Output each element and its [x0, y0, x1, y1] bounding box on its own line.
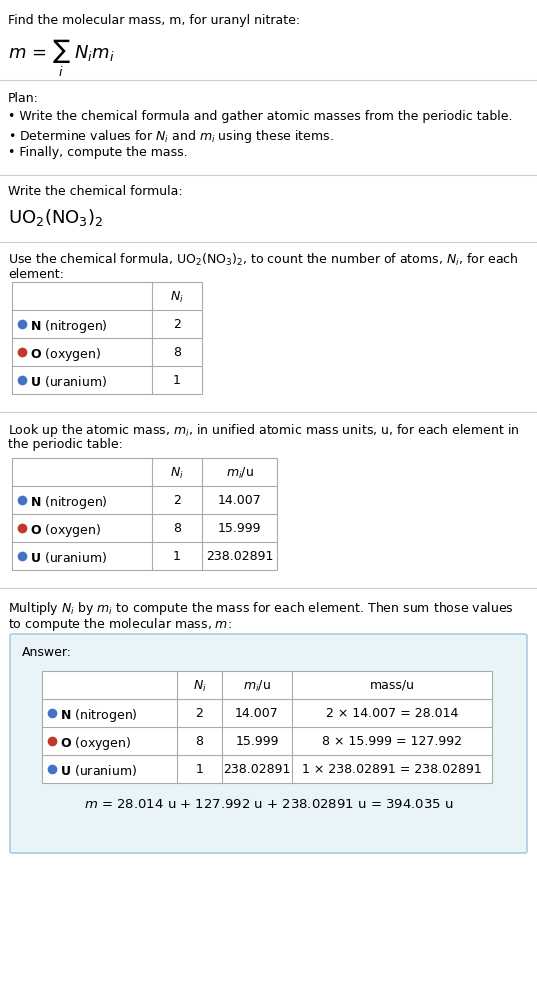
Text: 2 × 14.007 = 28.014: 2 × 14.007 = 28.014 [326, 707, 458, 720]
Text: $N_i$: $N_i$ [170, 466, 184, 481]
Text: 8: 8 [173, 346, 181, 359]
Text: • Finally, compute the mass.: • Finally, compute the mass. [8, 146, 187, 159]
Text: 238.02891: 238.02891 [223, 763, 291, 776]
Text: Answer:: Answer: [22, 646, 72, 659]
Text: mass/u: mass/u [369, 679, 415, 692]
Text: 14.007: 14.007 [217, 494, 262, 507]
FancyBboxPatch shape [10, 634, 527, 853]
Text: Find the molecular mass, m, for uranyl nitrate:: Find the molecular mass, m, for uranyl n… [8, 14, 300, 27]
Text: 1: 1 [195, 763, 204, 776]
Text: Look up the atomic mass, $m_i$, in unified atomic mass units, u, for each elemen: Look up the atomic mass, $m_i$, in unifi… [8, 422, 520, 439]
Text: 8: 8 [173, 522, 181, 535]
Text: • Determine values for $N_i$ and $m_i$ using these items.: • Determine values for $N_i$ and $m_i$ u… [8, 128, 334, 145]
Text: $\bf{O}$ (oxygen): $\bf{O}$ (oxygen) [30, 522, 101, 539]
Text: Plan:: Plan: [8, 92, 39, 105]
Text: Use the chemical formula, $\mathrm{UO_2(NO_3)_2}$, to count the number of atoms,: Use the chemical formula, $\mathrm{UO_2(… [8, 252, 519, 268]
Text: 2: 2 [195, 707, 204, 720]
Text: • Write the chemical formula and gather atomic masses from the periodic table.: • Write the chemical formula and gather … [8, 110, 512, 123]
Text: 14.007: 14.007 [235, 707, 279, 720]
Text: $m_i$/u: $m_i$/u [226, 466, 253, 481]
Text: to compute the molecular mass, $m$:: to compute the molecular mass, $m$: [8, 616, 232, 633]
Text: 1: 1 [173, 374, 181, 387]
Text: $\bf{O}$ (oxygen): $\bf{O}$ (oxygen) [30, 346, 101, 363]
Bar [12, 282, 202, 394]
Text: 238.02891: 238.02891 [206, 550, 273, 563]
Text: 1: 1 [173, 550, 181, 563]
Text: 15.999: 15.999 [235, 735, 279, 748]
Text: $\bf{N}$ (nitrogen): $\bf{N}$ (nitrogen) [30, 494, 108, 511]
Text: $m$ = $\sum_{i}$ $N_i m_i$: $m$ = $\sum_{i}$ $N_i m_i$ [8, 38, 114, 79]
Text: 2: 2 [173, 318, 181, 331]
Text: $\bf{U}$ (uranium): $\bf{U}$ (uranium) [60, 763, 137, 778]
Bar [42, 671, 492, 783]
Text: $\bf{U}$ (uranium): $\bf{U}$ (uranium) [30, 374, 107, 389]
Text: $N_i$: $N_i$ [170, 290, 184, 305]
Text: element:: element: [8, 268, 64, 281]
Text: $\bf{O}$ (oxygen): $\bf{O}$ (oxygen) [60, 735, 131, 752]
Text: $m$ = 28.014 u + 127.992 u + 238.02891 u = 394.035 u: $m$ = 28.014 u + 127.992 u + 238.02891 u… [84, 798, 453, 811]
Text: the periodic table:: the periodic table: [8, 438, 123, 451]
Text: 8 × 15.999 = 127.992: 8 × 15.999 = 127.992 [322, 735, 462, 748]
Text: $\mathrm{UO_2(NO_3)_2}$: $\mathrm{UO_2(NO_3)_2}$ [8, 207, 103, 228]
Text: 8: 8 [195, 735, 204, 748]
Text: Write the chemical formula:: Write the chemical formula: [8, 185, 183, 198]
Text: $\bf{N}$ (nitrogen): $\bf{N}$ (nitrogen) [30, 318, 108, 335]
Text: 2: 2 [173, 494, 181, 507]
Text: $N_i$: $N_i$ [193, 679, 206, 694]
Text: Multiply $N_i$ by $m_i$ to compute the mass for each element. Then sum those val: Multiply $N_i$ by $m_i$ to compute the m… [8, 600, 514, 617]
Bar [12, 458, 277, 570]
Text: 15.999: 15.999 [217, 522, 261, 535]
Text: $\bf{N}$ (nitrogen): $\bf{N}$ (nitrogen) [60, 707, 138, 724]
Text: 1 × 238.02891 = 238.02891: 1 × 238.02891 = 238.02891 [302, 763, 482, 776]
Text: $\bf{U}$ (uranium): $\bf{U}$ (uranium) [30, 550, 107, 565]
Text: $m_i$/u: $m_i$/u [243, 679, 271, 694]
